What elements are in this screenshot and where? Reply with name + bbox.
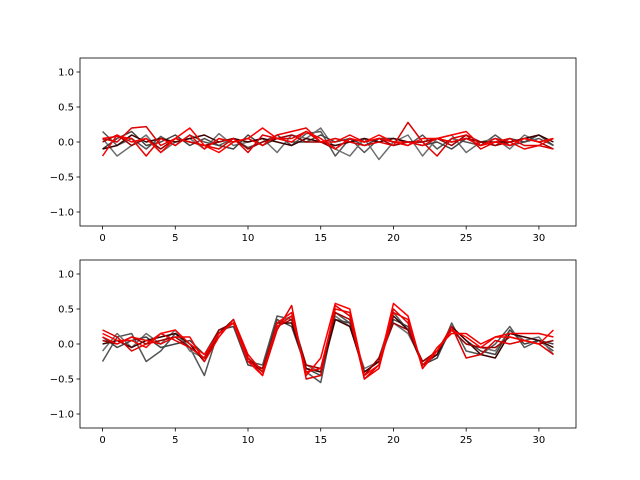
- y-tick-label: 0.5: [58, 103, 74, 114]
- y-tick-label: −0.5: [50, 173, 74, 184]
- x-tick-label: 5: [172, 435, 178, 446]
- y-tick-label: 0.5: [58, 305, 74, 316]
- x-tick-label: 15: [314, 435, 327, 446]
- series-line-8: [102, 308, 554, 380]
- x-tick-label: 0: [99, 435, 105, 446]
- x-tick-label: 20: [387, 435, 400, 446]
- series-line-8: [102, 127, 554, 157]
- y-tick-label: 0.0: [58, 138, 74, 149]
- y-tick-label: −1.0: [50, 410, 74, 421]
- x-tick-label: 10: [242, 233, 255, 244]
- plot-panels: 0 5 10 15 20 25 30 1.0 0.5 0.0 −0.5 −1.0 0 5 10 15 20 25 3…: [50, 57, 577, 446]
- series-line-4: [102, 315, 554, 373]
- x-tick-label: 30: [533, 435, 546, 446]
- x-tick-label: 20: [387, 233, 400, 244]
- x-tick-label: 5: [172, 233, 178, 244]
- x-tick-label: 15: [314, 233, 327, 244]
- series-group: [101, 302, 555, 384]
- subplot-1: 0 5 10 15 20 25 30 1.0 0.5 0.0 −0.5 −1.0: [50, 57, 577, 244]
- y-tick-label: −1.0: [50, 208, 74, 219]
- series-group: [101, 121, 554, 161]
- series-line-6: [102, 121, 554, 157]
- x-tick-label: 0: [99, 233, 105, 244]
- x-tick-label: 25: [460, 233, 473, 244]
- subplot-2: 0 5 10 15 20 25 30 1.0 0.5 0.0 −0.5 −1.0: [50, 259, 577, 446]
- x-tick-label: 10: [242, 435, 255, 446]
- y-tick-label: 1.0: [58, 270, 74, 281]
- series-line-7: [101, 127, 554, 157]
- y-tick-label: −0.5: [50, 375, 74, 386]
- series-line-7: [102, 302, 554, 377]
- y-tick-label: 1.0: [58, 68, 74, 79]
- y-tick-label: 0.0: [58, 340, 74, 351]
- x-tick-label: 30: [533, 233, 546, 244]
- x-tick-label: 25: [460, 435, 473, 446]
